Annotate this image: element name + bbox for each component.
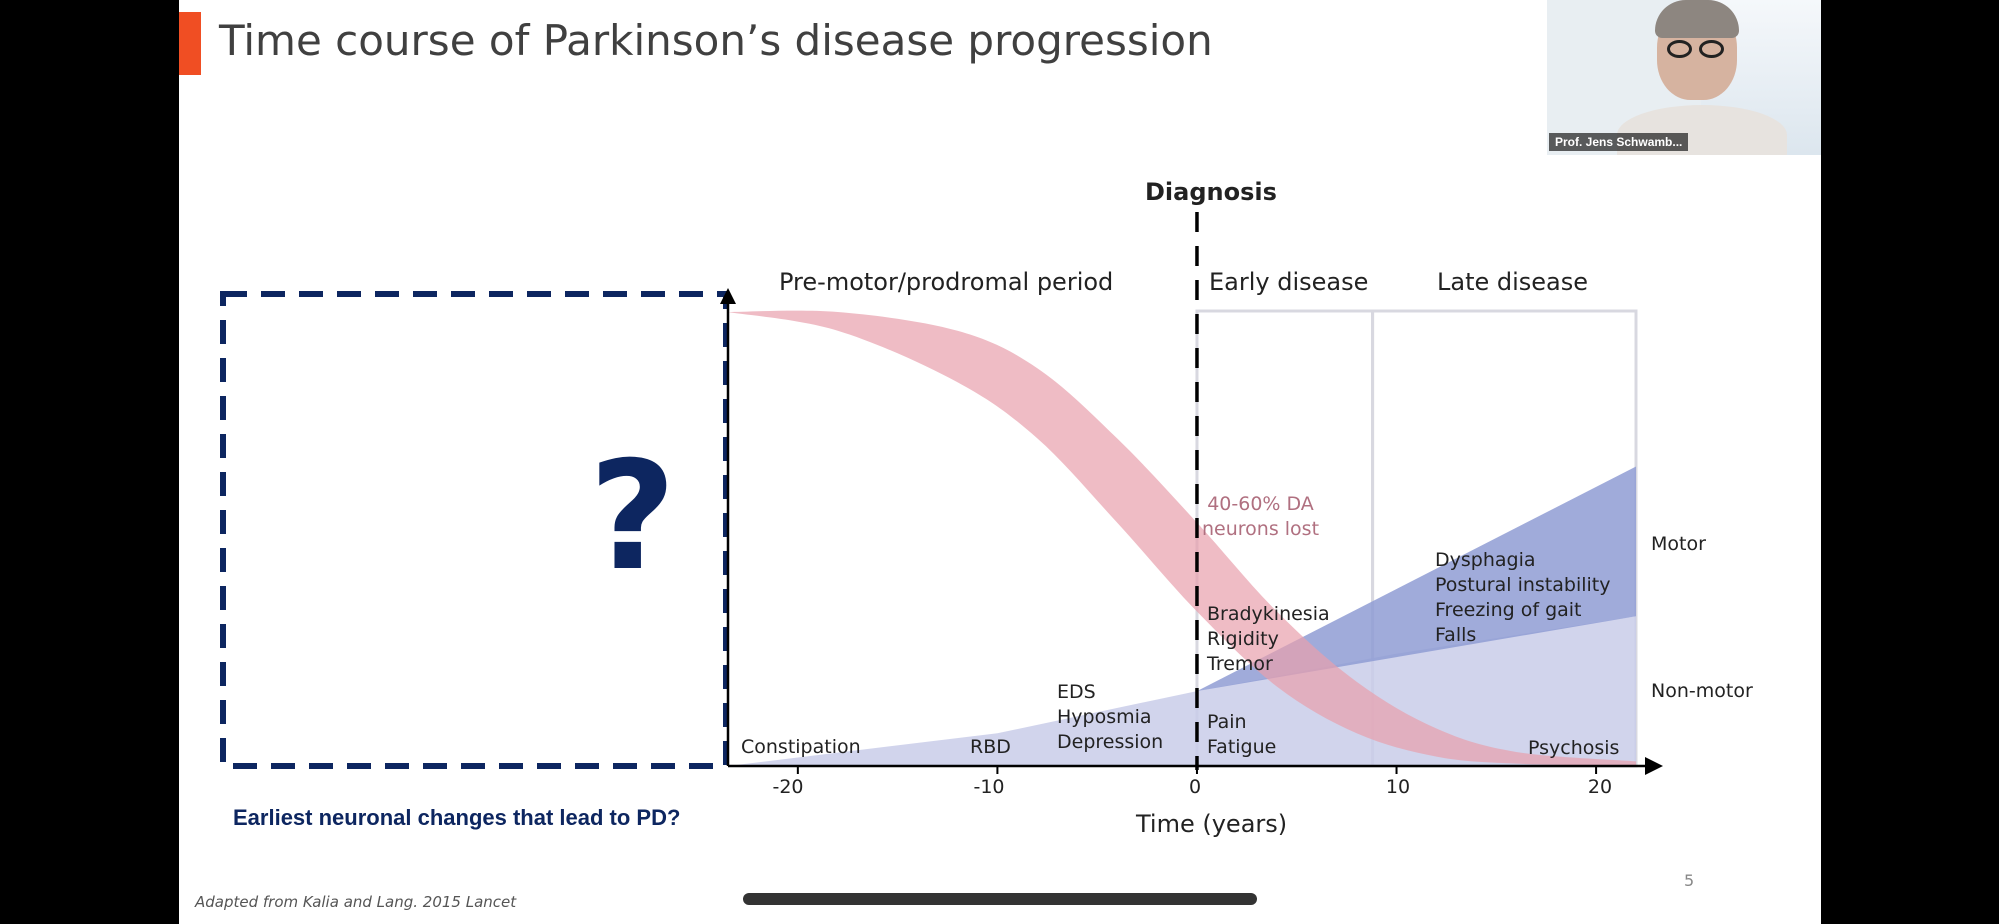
period-label-early: Early disease — [1209, 268, 1369, 296]
progression-chart — [220, 212, 1663, 775]
period-label-prodromal: Pre-motor/prodromal period — [779, 268, 1114, 296]
diagnosis-label: Diagnosis — [1145, 178, 1277, 206]
title-accent-bar — [179, 12, 201, 75]
annotation-constipation: Constipation — [741, 736, 861, 758]
slide-title: Time course of Parkinson’s disease progr… — [219, 16, 1213, 65]
da-neuron-loss-band — [728, 310, 1636, 766]
x-tick-label: -20 — [772, 776, 804, 798]
x-tick-label: 20 — [1587, 776, 1613, 798]
webcam-name-caption: Prof. Jens Schwamb... — [1549, 133, 1689, 151]
period-label-late: Late disease — [1437, 268, 1589, 296]
x-tick-label: 10 — [1385, 776, 1411, 798]
unknown-changes-box — [220, 291, 729, 769]
x-tick-label: -10 — [973, 776, 1005, 798]
x-tick-label: 0 — [1188, 776, 1202, 798]
annotation-nonmotor-prodromal: EDS Hyposmia Depression — [1057, 681, 1164, 753]
annotation-psychosis: Psychosis — [1528, 737, 1620, 759]
annotation-rbd: RBD — [970, 736, 1011, 758]
annotation-motor-early: Bradykinesia Rigidity Tremor — [1207, 603, 1330, 675]
x-axis-arrow — [1645, 757, 1663, 775]
page-number: 5 — [1684, 871, 1695, 890]
webcam-video-tile[interactable]: Prof. Jens Schwamb... — [1547, 0, 1821, 155]
webcam-person-hair — [1655, 0, 1739, 38]
webcam-glasses — [1667, 40, 1727, 58]
question-mark: ? — [589, 430, 677, 604]
series-label-motor: Motor — [1651, 533, 1706, 555]
motor-series-area — [1196, 466, 1636, 692]
annotation-motor-late: Dysphagia Postural instability Freezing of… — [1435, 549, 1611, 646]
y-axis-arrow — [720, 288, 736, 304]
annotation-da-neurons: 40-60% DA neurons lost — [1202, 493, 1320, 540]
horizontal-scrollbar[interactable] — [743, 893, 1257, 905]
unknown-box-caption: Earliest neuronal changes that lead to P… — [233, 805, 681, 830]
x-axis-title: Time (years) — [1136, 810, 1288, 838]
series-label-nonmotor: Non-motor — [1651, 680, 1753, 702]
annotation-nonmotor-early: Pain Fatigue — [1207, 711, 1277, 758]
footnote: Adapted from Kalia and Lang. 2015 Lancet — [195, 893, 517, 911]
